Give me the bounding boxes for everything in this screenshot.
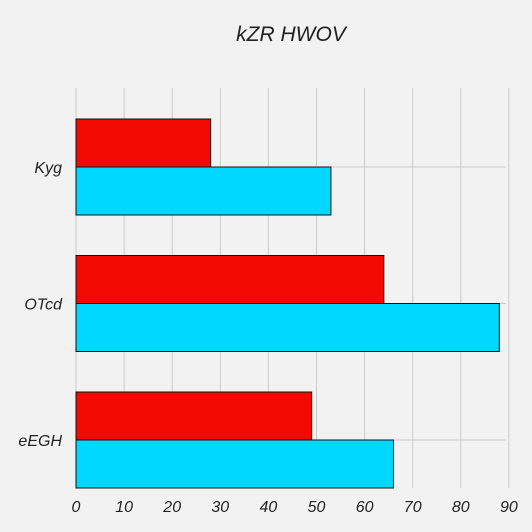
category-label: Kyg [34, 160, 62, 177]
x-tick-label: 50 [308, 499, 326, 516]
x-tick-label: 0 [72, 499, 81, 516]
x-tick-label: 20 [162, 499, 181, 516]
chart-title: kZR HWOV [236, 23, 348, 46]
bars [75, 118, 500, 489]
x-tick-labels: 0 10 20 30 40 50 60 70 80 90 [72, 499, 518, 516]
bar [75, 303, 500, 352]
bar [75, 166, 332, 216]
bar [75, 439, 394, 489]
category-label: eEGH [18, 433, 62, 450]
bar [75, 255, 385, 304]
x-tick-label: 60 [356, 499, 374, 516]
x-tick-label: 10 [115, 499, 133, 516]
bar [75, 391, 313, 441]
x-tick-label: 90 [500, 499, 518, 516]
x-tick-label: 30 [211, 499, 229, 516]
category-label: OTcd [24, 297, 63, 314]
x-tick-label: 40 [260, 499, 278, 516]
category-labels: Kyg OTcd eEGH [18, 160, 63, 450]
bar [75, 118, 212, 168]
x-tick-label: 70 [404, 499, 422, 516]
x-tick-label: 80 [452, 499, 470, 516]
